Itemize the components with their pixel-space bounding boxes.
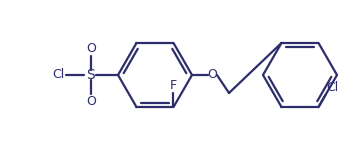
Text: Cl: Cl — [327, 81, 339, 94]
Text: O: O — [86, 95, 96, 108]
Text: O: O — [86, 42, 96, 55]
Text: Cl: Cl — [53, 69, 65, 81]
Text: O: O — [207, 69, 217, 81]
Text: F: F — [170, 79, 177, 92]
Text: S: S — [87, 68, 95, 82]
